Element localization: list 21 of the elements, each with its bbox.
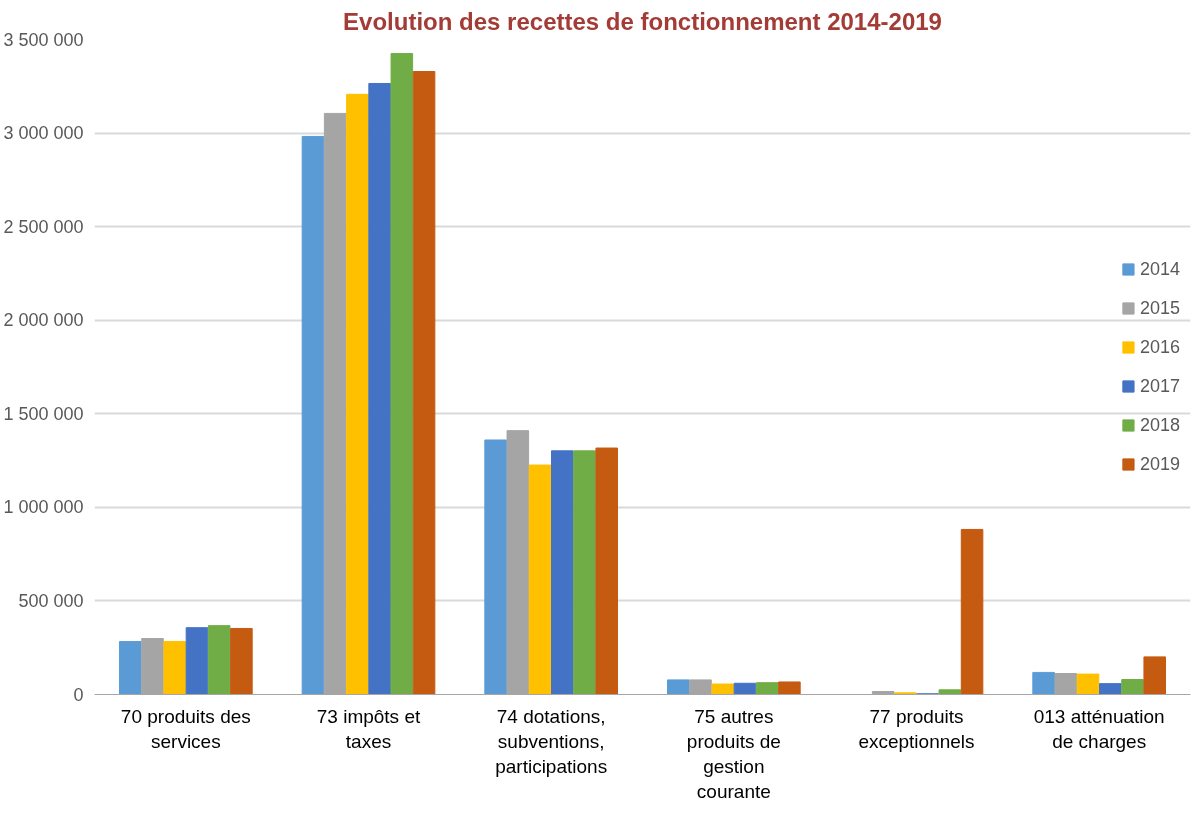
legend-label: 2017 xyxy=(1139,375,1180,397)
x-tick-label: 75 autres produits de gestion courante xyxy=(686,705,781,803)
x-tick-label: 013 atténuation de charges xyxy=(1033,705,1165,752)
legend-label: 2016 xyxy=(1139,336,1180,358)
y-tick-label: 500 000 xyxy=(18,590,84,611)
y-tick-label: 1 500 000 xyxy=(3,403,84,424)
chart-title: Evolution des recettes de fonctionnement 2014-2019 xyxy=(343,7,942,35)
legend-label: 2019 xyxy=(1139,453,1180,475)
legend-label: 2018 xyxy=(1139,414,1180,436)
y-tick-label: 3 000 000 xyxy=(3,123,84,144)
y-tick-label: 3 500 000 xyxy=(3,29,84,50)
y-tick-label: 2 000 000 xyxy=(3,310,84,331)
legend-label: 2014 xyxy=(1139,258,1180,280)
legend-label: 2015 xyxy=(1139,297,1180,319)
y-tick-label: 0 xyxy=(73,684,84,705)
x-tick-label: 74 dotations, subventions, participations xyxy=(495,705,608,777)
y-tick-label: 1 000 000 xyxy=(3,497,84,518)
x-tick-label: 70 produits des services xyxy=(120,705,251,752)
y-tick-label: 2 500 000 xyxy=(3,216,84,237)
x-tick-label: 77 produits exceptionnels xyxy=(858,705,975,752)
x-tick-label: 73 impôts et taxes xyxy=(316,705,421,752)
